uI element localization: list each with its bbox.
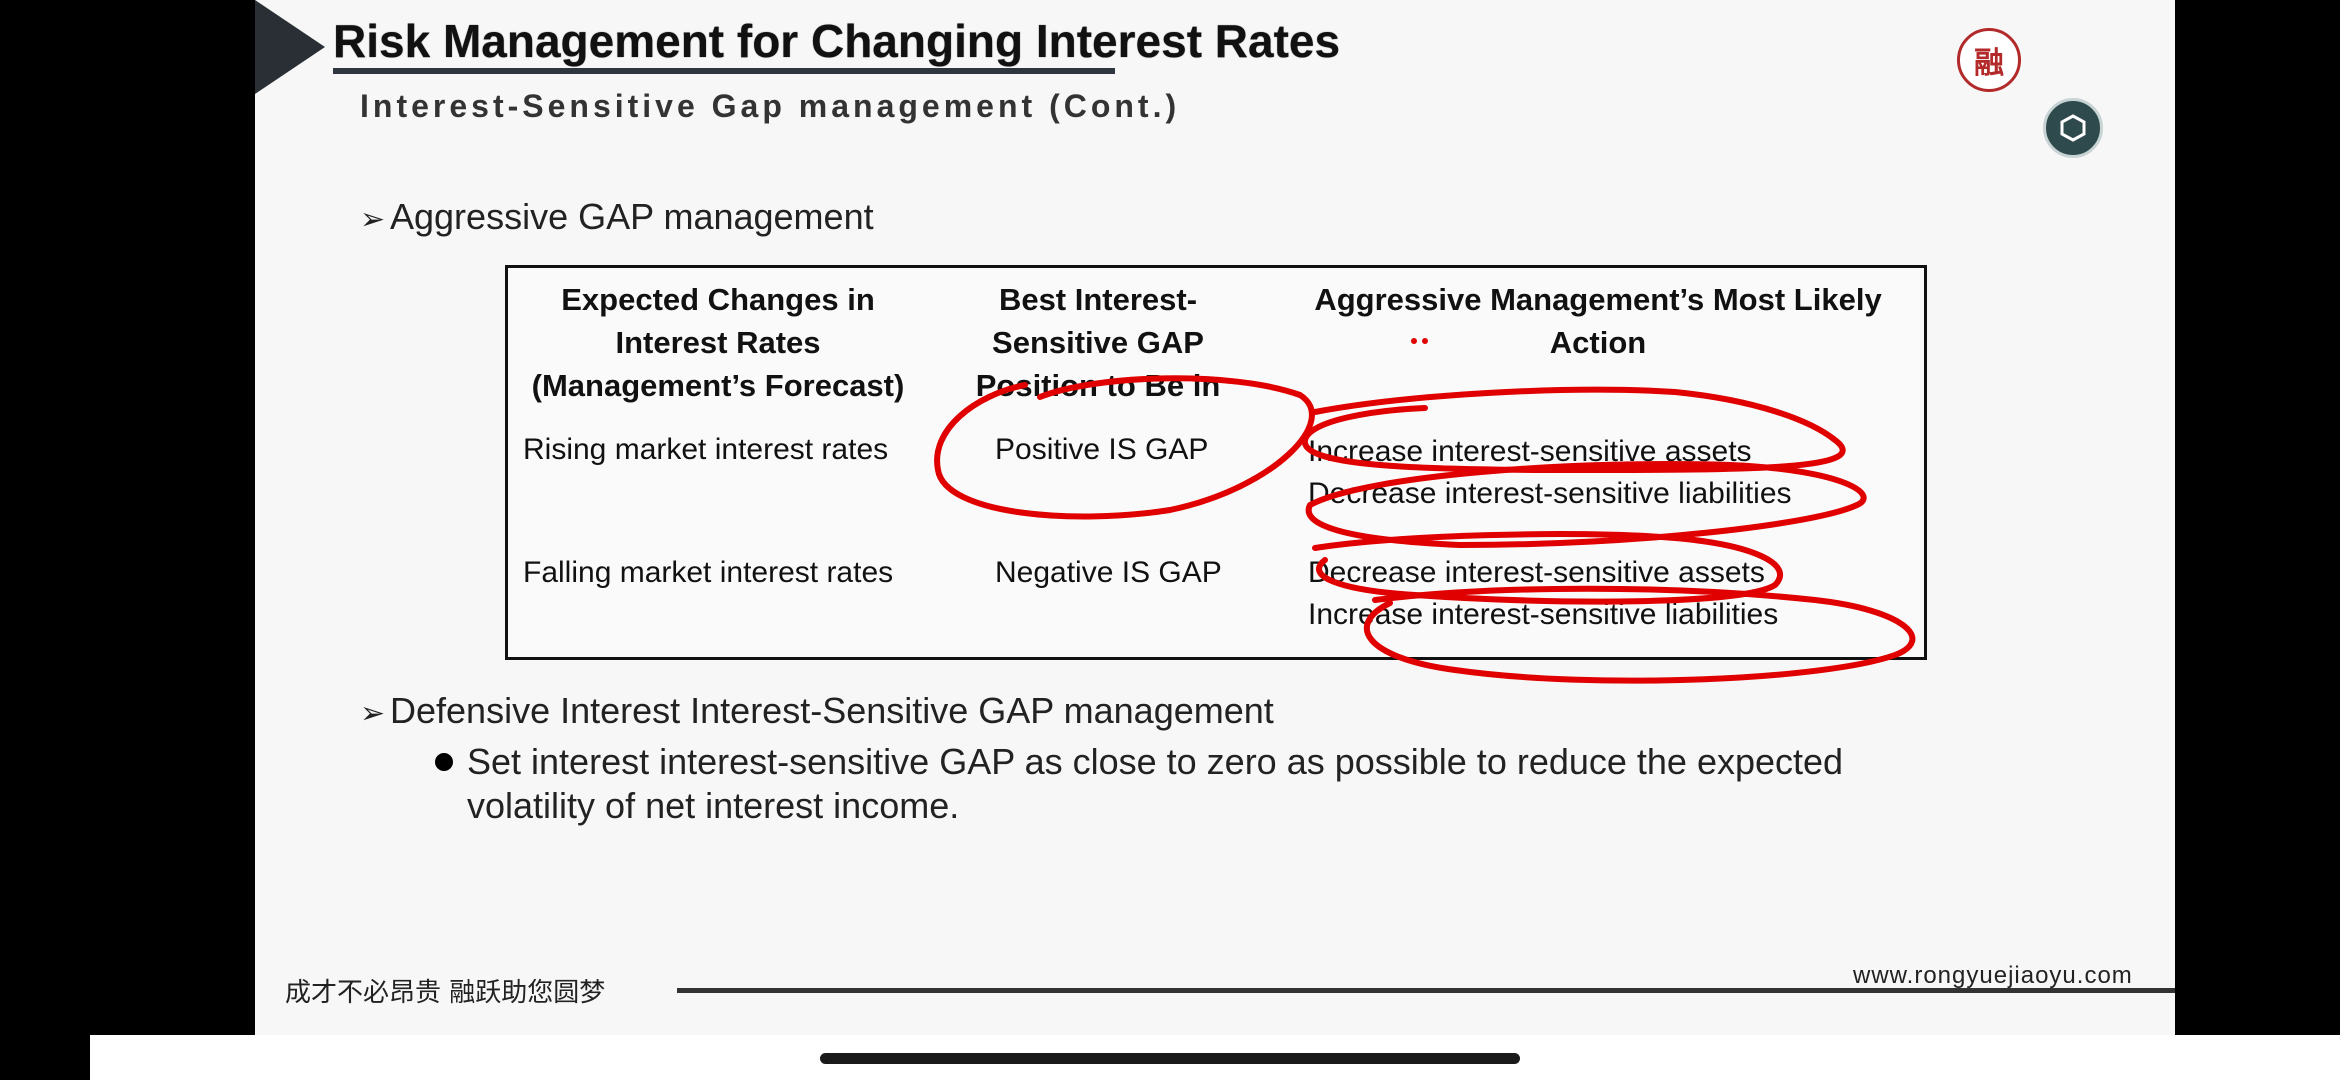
table-header-forecast: Expected Changes in Interest Rates (Mana… bbox=[528, 278, 908, 407]
sub-bullet-text: Set interest interest-sensitive GAP as c… bbox=[467, 741, 1844, 826]
logo-seal: 融 bbox=[1957, 28, 2021, 92]
row1-position: Positive IS GAP bbox=[995, 433, 1209, 466]
bullet-aggressive: ➢ Aggressive GAP management bbox=[360, 196, 874, 238]
table-header-position: Best Interest- Sensitive GAP Position to… bbox=[968, 278, 1228, 407]
row1-action-1: Increase interest-sensitive assets bbox=[1308, 435, 1752, 468]
table-header-action: Aggressive Management’s Most Likely Acti… bbox=[1288, 278, 1908, 364]
row2-action-2: Increase interest-sensitive liabilities bbox=[1308, 598, 1779, 631]
arrow-bullet-icon: ➢ bbox=[360, 203, 386, 236]
slide-subtitle: Interest-Sensitive Gap management (Cont.… bbox=[360, 88, 1181, 124]
header-line: Best Interest- bbox=[998, 282, 1198, 317]
row2-position: Negative IS GAP bbox=[995, 556, 1222, 589]
bullet-aggressive-text: Aggressive GAP management bbox=[390, 196, 874, 237]
footer-line bbox=[677, 988, 2175, 993]
footer-slogan: 成才不必昂贵 融跃助您圆梦 bbox=[285, 978, 606, 1008]
logo-glyph: 融 bbox=[1974, 47, 2004, 80]
header-line: Action bbox=[1549, 325, 1647, 360]
bullet-defensive-text: Defensive Interest Interest-Sensitive GA… bbox=[390, 690, 1274, 731]
hexagon-glyph bbox=[2060, 114, 2086, 142]
home-indicator[interactable] bbox=[820, 1053, 1520, 1064]
header-line: (Management’s Forecast) bbox=[531, 368, 905, 403]
row1-action-2: Decrease interest-sensitive liabilities bbox=[1308, 477, 1792, 510]
arrow-bullet-icon: ➢ bbox=[360, 697, 386, 730]
row2-action-1: Decrease interest-sensitive assets bbox=[1308, 556, 1765, 589]
bullet-defensive: ➢ Defensive Interest Interest-Sensitive G… bbox=[360, 690, 1274, 732]
title-triangle-decoration bbox=[255, 0, 325, 94]
gap-table: Expected Changes in Interest Rates (Mana… bbox=[505, 265, 1927, 660]
header-line: Position to Be in bbox=[975, 368, 1221, 403]
dot-bullet-icon bbox=[435, 753, 453, 771]
footer-url: www.rongyuejiaoyu.com bbox=[1853, 962, 2133, 989]
row1-forecast: Rising market interest rates bbox=[523, 433, 889, 466]
header-line: Aggressive Management’s Most Likely bbox=[1314, 282, 1882, 317]
title-underline bbox=[333, 68, 1115, 74]
row2-forecast: Falling market interest rates bbox=[523, 556, 894, 589]
hexagon-icon[interactable] bbox=[2043, 98, 2103, 158]
slide-title: Risk Management for Changing Interest Ra… bbox=[333, 15, 1341, 67]
slide: Risk Management for Changing Interest Ra… bbox=[255, 0, 2175, 1035]
header-line: Sensitive GAP bbox=[992, 325, 1204, 360]
header-line: Expected Changes in bbox=[561, 282, 875, 317]
header-line: Interest Rates bbox=[615, 325, 821, 360]
